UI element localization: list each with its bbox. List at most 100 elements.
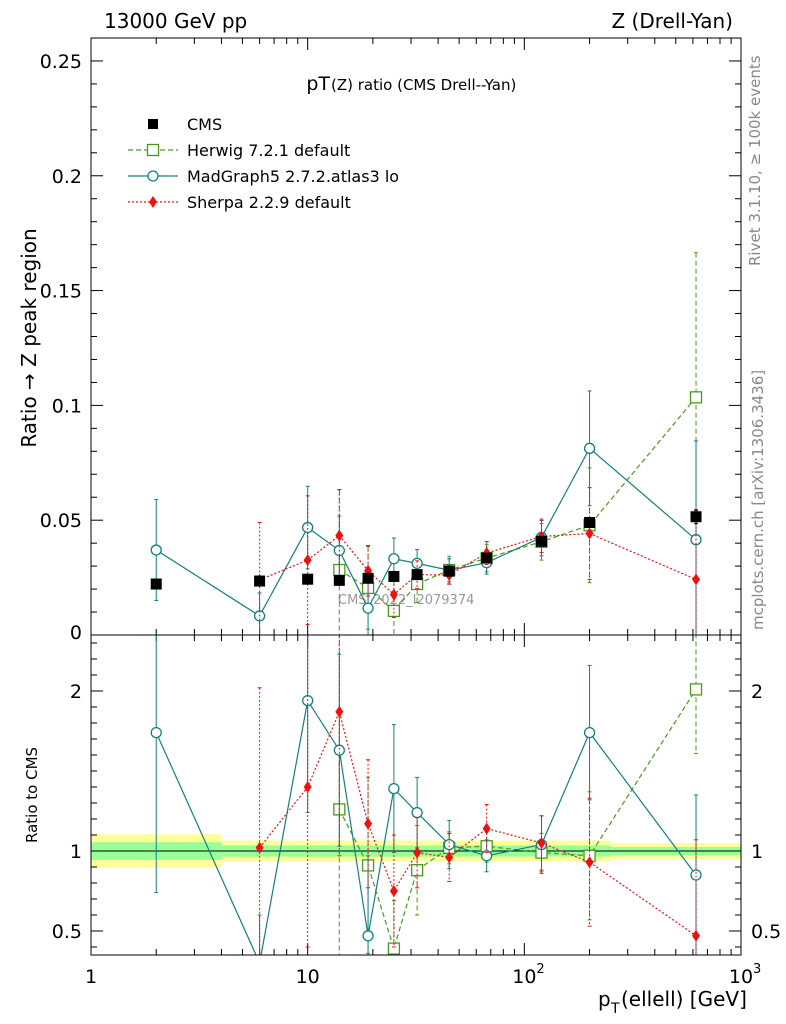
y-tick-labels: 0 0.05 0.1 0.15 0.2 0.25 0.5 0.5 1 1 2 2 <box>40 51 782 943</box>
main-y-tick-label: 0.15 <box>40 281 82 303</box>
series-line <box>155 447 697 617</box>
x-axis-label-subscript: T <box>610 1001 620 1017</box>
data-point <box>147 170 159 182</box>
data-point <box>150 578 162 590</box>
data-point <box>389 885 398 897</box>
legend-item: CMS <box>148 115 222 134</box>
data-point <box>445 851 454 864</box>
data-point <box>411 569 423 581</box>
data-point <box>335 529 344 542</box>
main-y-tick-label: 0.25 <box>40 51 82 73</box>
data-point <box>255 958 265 968</box>
data-point <box>388 553 400 565</box>
data-point <box>585 527 594 540</box>
plot-title-rest: (Z) ratio (CMS Drell--Yan) <box>331 76 516 94</box>
data-point <box>481 552 493 564</box>
ratio-y-tick-label: 1 <box>70 841 82 863</box>
ratio-y-tick-label-right: 1 <box>751 841 763 863</box>
data-point <box>149 196 157 208</box>
data-point <box>303 781 312 793</box>
data-point <box>389 588 398 601</box>
ratio-y-tick-label: 2 <box>70 681 82 703</box>
series-herwig <box>333 252 703 635</box>
series-line <box>155 698 697 955</box>
data-point <box>333 574 345 586</box>
ratio-panel-frame <box>90 634 742 956</box>
data-point <box>150 726 162 739</box>
series-sherpa <box>255 635 701 955</box>
data-point <box>585 856 594 869</box>
series-line <box>259 709 697 937</box>
data-point <box>535 535 547 547</box>
analysis-watermark: CMS_2022_I2079374 <box>338 593 474 608</box>
ratio-y-tick-label-right: 2 <box>751 681 763 703</box>
x-tick-label-exponent: 3 <box>753 962 761 977</box>
series-cms <box>150 509 702 590</box>
x-tick-label: 1 <box>85 966 97 988</box>
data-point <box>411 806 423 819</box>
data-point <box>302 573 314 585</box>
x-tick-labels: 1 10 10 2 10 3 <box>85 962 761 988</box>
legend-item: Sherpa 2.2.9 default <box>128 193 351 212</box>
main-y-axis-label: Ratio → Z peak region <box>17 228 41 447</box>
data-point <box>583 726 596 739</box>
data-point <box>254 575 266 587</box>
data-point <box>690 869 702 881</box>
main-plot-series <box>150 252 703 635</box>
series-madgraph5 <box>150 635 702 968</box>
data-point <box>146 143 160 157</box>
data-point <box>689 391 703 404</box>
x-tick-label-exponent: 2 <box>536 962 544 977</box>
data-point <box>387 604 401 618</box>
plot-title-main: pT <box>306 73 330 95</box>
data-point <box>388 570 400 582</box>
legend: CMS Herwig 7.2.1 default MadGraph5 2.7.2.a… <box>128 115 399 212</box>
data-point <box>148 119 158 129</box>
ratio-y-axis-label: Ratio to CMS <box>23 747 41 843</box>
data-point <box>583 442 596 454</box>
data-point <box>692 573 701 586</box>
x-axis-label-main: p <box>598 987 611 1011</box>
data-point <box>362 930 374 942</box>
data-point <box>443 565 455 577</box>
data-point <box>482 822 491 835</box>
data-point <box>255 841 264 854</box>
ratio-y-tick-label-right: 0.5 <box>751 921 781 943</box>
series-line <box>338 689 697 951</box>
ratio-y-tick-label: 0.5 <box>52 921 82 943</box>
legend-label: Herwig 7.2.1 default <box>187 141 350 160</box>
x-tick-label: 10 <box>512 966 536 988</box>
x-tick-label: 10 <box>729 966 753 988</box>
legend-label: MadGraph5 2.7.2.atlas3 lo <box>187 167 399 186</box>
data-point <box>362 572 374 584</box>
legend-item: MadGraph5 2.7.2.atlas3 lo <box>128 167 399 186</box>
main-y-tick-label: 0 <box>70 622 82 644</box>
legend-item: Herwig 7.2.1 default <box>128 141 350 160</box>
header-left-label: 13000 GeV pp <box>104 9 247 33</box>
series-line <box>259 532 697 596</box>
main-y-tick-label: 0.1 <box>52 395 82 417</box>
header-right-label: Z (Drell-Yan) <box>611 9 733 33</box>
data-point <box>692 929 701 942</box>
data-point <box>364 817 373 830</box>
series-sherpa <box>255 487 701 635</box>
legend-label: CMS <box>187 115 222 134</box>
ratio-plot-series <box>150 635 703 968</box>
data-point <box>443 838 455 851</box>
data-point <box>690 511 702 523</box>
data-point <box>689 683 703 696</box>
data-point <box>480 850 493 862</box>
legend-label: Sherpa 2.2.9 default <box>187 193 351 212</box>
x-tick-label: 10 <box>296 966 320 988</box>
data-point <box>411 557 423 570</box>
data-point <box>150 544 162 556</box>
data-point <box>362 602 374 614</box>
data-point <box>388 782 400 795</box>
data-point <box>303 554 312 567</box>
x-axis-label-rest: (ellell) [GeV] <box>621 987 747 1011</box>
data-point <box>335 705 344 718</box>
main-y-tick-label: 0.2 <box>52 166 82 188</box>
data-point <box>584 516 596 528</box>
data-point <box>537 837 546 849</box>
